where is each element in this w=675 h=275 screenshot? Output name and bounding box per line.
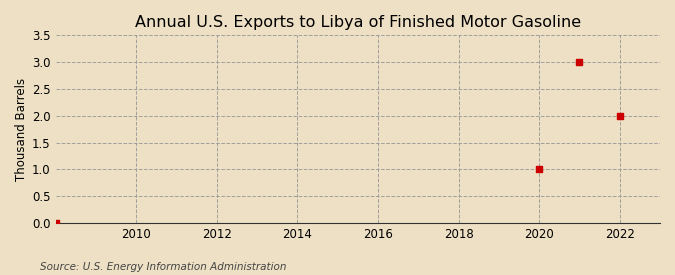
Title: Annual U.S. Exports to Libya of Finished Motor Gasoline: Annual U.S. Exports to Libya of Finished… [135, 15, 581, 30]
Y-axis label: Thousand Barrels: Thousand Barrels [15, 78, 28, 181]
Point [534, 167, 545, 172]
Point [574, 60, 585, 64]
Point [50, 221, 61, 225]
Point [614, 114, 625, 118]
Text: Source: U.S. Energy Information Administration: Source: U.S. Energy Information Administ… [40, 262, 287, 272]
